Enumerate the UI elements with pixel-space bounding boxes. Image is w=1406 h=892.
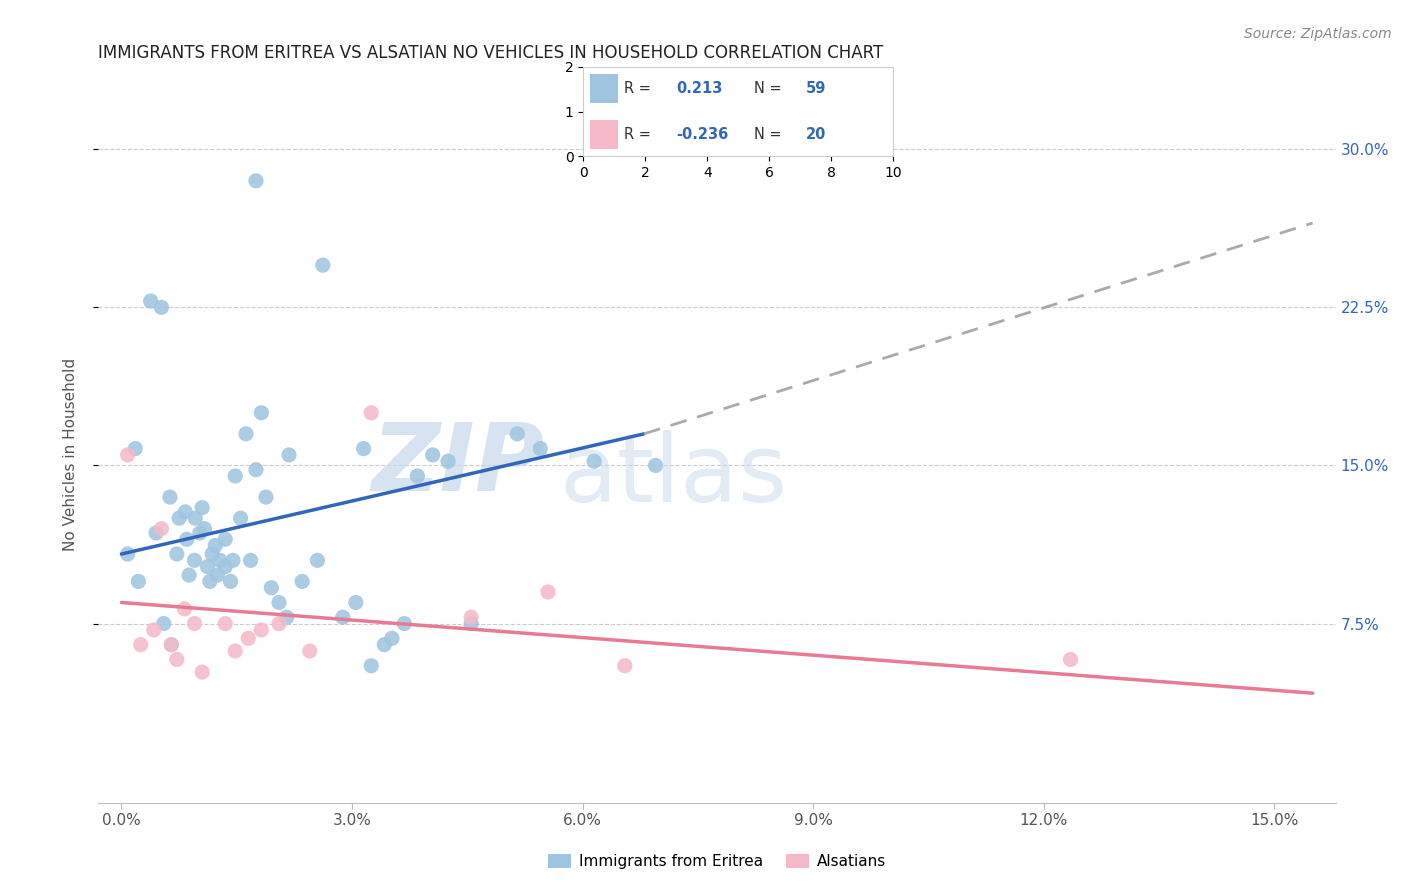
Point: [229, 511, 252, 525]
Legend: Immigrants from Eritrea, Alsatians: Immigrants from Eritrea, Alsatians: [543, 848, 891, 875]
Point: [191, 665, 214, 679]
Point: [159, 490, 181, 504]
Text: -0.236: -0.236: [676, 128, 728, 142]
Text: R =: R =: [624, 128, 651, 142]
Point: [127, 574, 149, 589]
Point: [583, 454, 606, 468]
Point: [307, 553, 329, 567]
Point: [224, 469, 246, 483]
Point: [214, 559, 236, 574]
Point: [184, 511, 207, 525]
Point: [360, 658, 382, 673]
Point: [145, 525, 167, 540]
FancyBboxPatch shape: [589, 120, 617, 150]
Point: [1059, 652, 1081, 666]
Point: [139, 293, 162, 308]
Point: [191, 500, 214, 515]
Point: [360, 406, 382, 420]
Point: [460, 610, 482, 624]
Point: [117, 448, 139, 462]
Point: [201, 547, 224, 561]
FancyBboxPatch shape: [589, 74, 617, 103]
Point: [291, 574, 314, 589]
Point: [124, 442, 146, 456]
Point: [260, 581, 283, 595]
Point: [529, 442, 551, 456]
Point: [254, 490, 277, 504]
Point: [373, 638, 395, 652]
Point: [344, 595, 367, 609]
Text: 20: 20: [806, 128, 827, 142]
Point: [239, 553, 262, 567]
Point: [312, 258, 335, 272]
Point: [142, 623, 165, 637]
Point: [267, 595, 290, 609]
Text: IMMIGRANTS FROM ERITREA VS ALSATIAN NO VEHICLES IN HOUSEHOLD CORRELATION CHART: IMMIGRANTS FROM ERITREA VS ALSATIAN NO V…: [98, 45, 883, 62]
Point: [238, 632, 260, 646]
Point: [381, 632, 404, 646]
Point: [183, 553, 205, 567]
Point: [150, 522, 173, 536]
Point: [276, 610, 298, 624]
Point: [537, 585, 560, 599]
Point: [173, 602, 195, 616]
Text: N =: N =: [754, 128, 782, 142]
Point: [235, 426, 257, 441]
Point: [207, 568, 229, 582]
Point: [298, 644, 321, 658]
Text: 0.213: 0.213: [676, 81, 723, 95]
Point: [214, 533, 236, 547]
Point: [167, 511, 190, 525]
Point: [278, 448, 301, 462]
Point: [208, 553, 231, 567]
Point: [188, 525, 211, 540]
Point: [150, 301, 173, 315]
Point: [644, 458, 666, 473]
Point: [183, 616, 205, 631]
Point: [613, 658, 636, 673]
Text: N =: N =: [754, 81, 782, 95]
Point: [267, 616, 290, 631]
Point: [129, 638, 152, 652]
Point: [506, 426, 529, 441]
Point: [460, 616, 482, 631]
Point: [245, 463, 267, 477]
Point: [177, 568, 200, 582]
Point: [245, 174, 267, 188]
Point: [214, 616, 236, 631]
Point: [176, 533, 198, 547]
Point: [219, 574, 242, 589]
Point: [160, 638, 183, 652]
Text: ZIP: ZIP: [371, 419, 544, 511]
Text: 59: 59: [806, 81, 827, 95]
Text: atlas: atlas: [560, 430, 787, 522]
Point: [250, 406, 273, 420]
Point: [152, 616, 174, 631]
Point: [160, 638, 183, 652]
Point: [394, 616, 416, 631]
Point: [166, 652, 188, 666]
Text: Source: ZipAtlas.com: Source: ZipAtlas.com: [1244, 27, 1392, 41]
Point: [406, 469, 429, 483]
Point: [332, 610, 354, 624]
Point: [204, 539, 226, 553]
Point: [353, 442, 375, 456]
Y-axis label: No Vehicles in Household: No Vehicles in Household: [63, 359, 77, 551]
Point: [250, 623, 273, 637]
Point: [117, 547, 139, 561]
Text: R =: R =: [624, 81, 651, 95]
Point: [174, 505, 197, 519]
Point: [166, 547, 188, 561]
Point: [193, 522, 215, 536]
Point: [224, 644, 246, 658]
Point: [422, 448, 444, 462]
Point: [437, 454, 460, 468]
Point: [197, 559, 219, 574]
Point: [198, 574, 221, 589]
Point: [222, 553, 245, 567]
